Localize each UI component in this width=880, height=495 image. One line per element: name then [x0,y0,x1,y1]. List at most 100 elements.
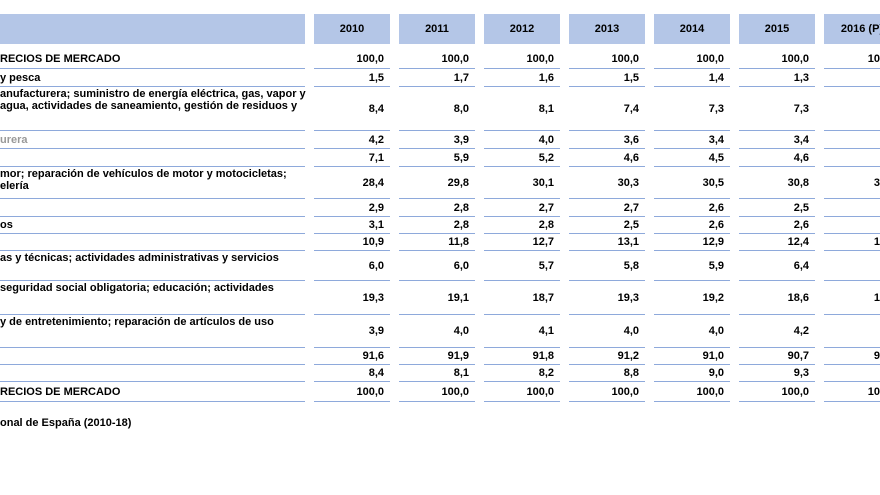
cell-value: 9 [873,350,880,362]
row-rule [739,250,815,251]
footer-source: onal de España (2010-18) [0,417,132,429]
cell-value: 100,0 [611,385,639,398]
cell-value: 2,6 [708,219,724,231]
row-rule [0,216,305,217]
row-rule [654,381,730,382]
row-rule [0,347,305,348]
row-label: urera [0,133,28,146]
cell-value: 4,2 [793,325,809,337]
cell-value: 10 [867,385,880,398]
row-rule [0,130,305,131]
row-rule [824,233,880,234]
row-rule [824,148,880,149]
row-rule [399,364,475,365]
cell-value: 19,1 [447,291,469,304]
row-rule [399,148,475,149]
row-rule [0,280,305,281]
row-rule [739,166,815,167]
cell-value: 8,1 [453,367,469,379]
row-label: elería [0,180,29,192]
row-rule [314,314,390,315]
cell-value: 1,3 [793,71,809,84]
row-rule [484,148,560,149]
cell-value: 4,1 [538,325,554,337]
cell-value: 4,2 [368,133,384,146]
row-rule [0,166,305,167]
cell-value: 6,0 [368,259,384,272]
row-label: anufacturera; suministro de energía eléc… [0,88,306,100]
cell-value: 19,2 [702,291,724,304]
cell-value: 2,7 [538,201,554,214]
cell-value: 6,0 [453,259,469,272]
cell-value: 2,8 [453,201,469,214]
cell-value: 1,5 [623,71,639,84]
cell-value: 1,7 [453,71,469,84]
row-rule [399,198,475,199]
row-rule [824,250,880,251]
row-rule [484,347,560,348]
cell-value: 18,7 [532,291,554,304]
cell-value: 1 [873,236,880,248]
cell-value: 30,3 [617,176,639,189]
header-cell [654,14,730,44]
cell-value: 4,0 [708,325,724,337]
cell-value: 100,0 [441,385,469,398]
row-rule [739,347,815,348]
row-rule [824,364,880,365]
row-rule [569,347,645,348]
cell-value: 10,9 [362,236,384,248]
cell-value: 10 [867,53,880,65]
cell-value: 19,3 [617,291,639,304]
cell-value: 2,7 [623,201,639,214]
row-rule [569,198,645,199]
row-rule [569,314,645,315]
cell-value: 1,6 [538,71,554,84]
row-rule [739,381,815,382]
row-rule [484,198,560,199]
row-rule [569,216,645,217]
row-rule [0,148,305,149]
column-header: 2011 [425,23,449,35]
row-rule [314,347,390,348]
row-rule [739,314,815,315]
cell-value: 91,9 [447,350,469,362]
row-rule [0,401,305,402]
row-rule [654,198,730,199]
cell-value: 12,4 [787,236,809,248]
row-rule [739,68,815,69]
cell-value: 91,6 [362,350,384,362]
row-label: mor; reparación de vehículos de motor y … [0,168,287,180]
cell-value: 100,0 [526,53,554,65]
cell-value: 9,3 [793,367,809,379]
cell-value: 5,7 [538,259,554,272]
header-cell [314,14,390,44]
row-rule [484,250,560,251]
row-rule [484,314,560,315]
row-rule [569,250,645,251]
cell-value: 91,0 [702,350,724,362]
row-rule [739,216,815,217]
cell-value: 30,1 [532,176,554,189]
row-rule [654,314,730,315]
row-rule [399,68,475,69]
row-rule [314,250,390,251]
cell-value: 1 [873,291,880,304]
row-rule [824,216,880,217]
row-rule [824,86,880,87]
cell-value: 4,0 [453,325,469,337]
cell-value: 4,6 [623,151,639,164]
cell-value: 3,6 [623,133,639,146]
cell-value: 100,0 [441,53,469,65]
row-rule [484,68,560,69]
header-cell [739,14,815,44]
cell-value: 1,5 [368,71,384,84]
row-rule [739,364,815,365]
row-rule [314,280,390,281]
row-rule [484,280,560,281]
column-header: 2012 [509,23,535,35]
row-rule [824,68,880,69]
cell-value: 3,4 [708,133,724,146]
row-rule [399,381,475,382]
row-rule [569,86,645,87]
row-label: y de entretenimiento; reparación de artí… [0,316,274,328]
